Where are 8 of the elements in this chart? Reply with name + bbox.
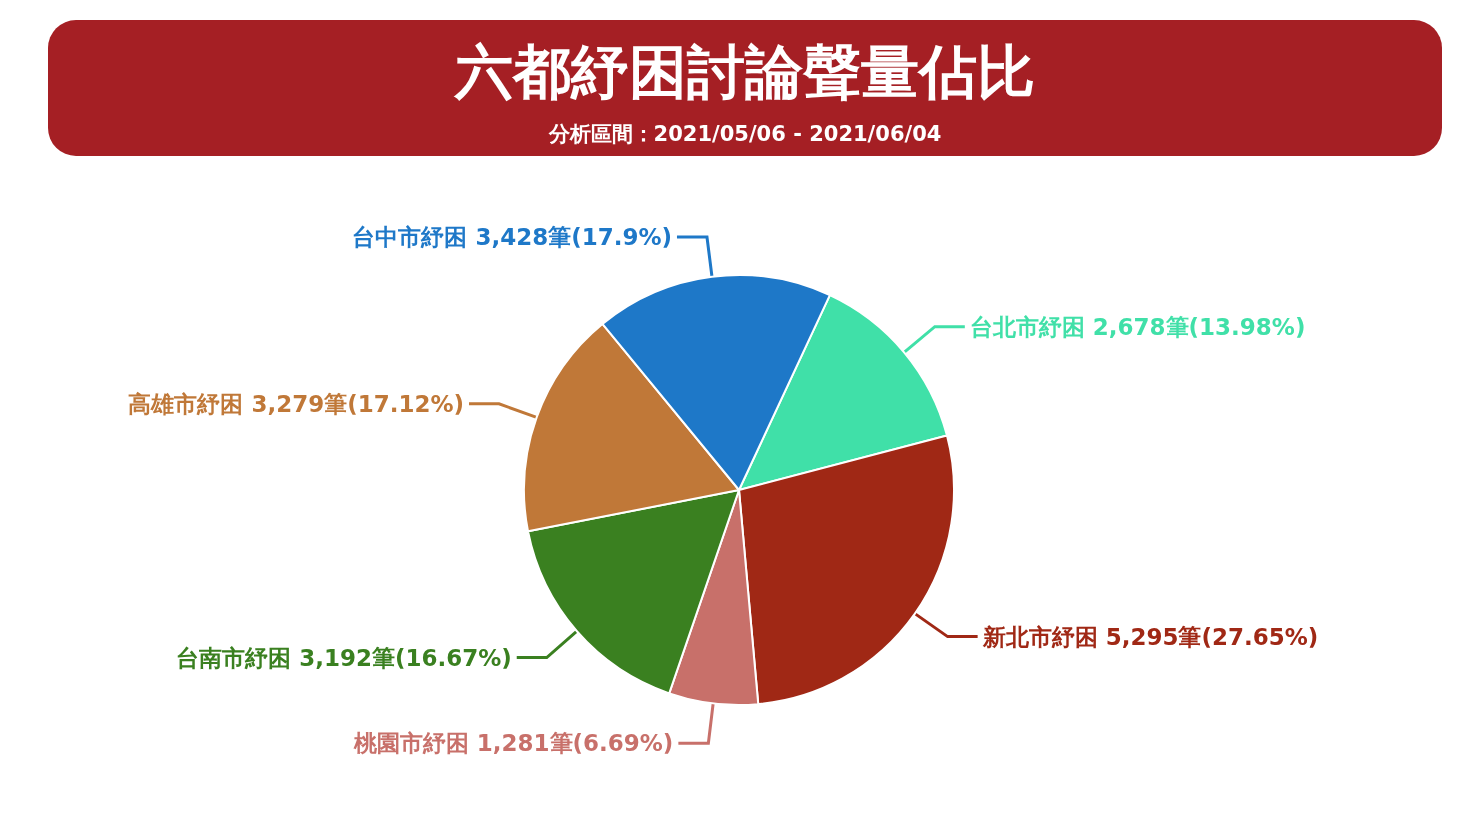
slice-label: 桃園市紓困 1,281筆(6.69%) bbox=[352, 730, 674, 757]
chart-subtitle: 分析區間：2021/05/06 - 2021/06/04 bbox=[547, 121, 943, 148]
slice-label: 台北市紓困 2,678筆(13.98%) bbox=[969, 313, 1306, 340]
slice-label: 台中市紓困 3,428筆(17.9%) bbox=[352, 224, 672, 251]
slice-label: 新北市紓困 5,295筆(27.65%) bbox=[981, 623, 1319, 650]
slice-label: 高雄市紓困 3,279筆(17.12%) bbox=[128, 390, 464, 417]
chart-title: 六都紓困討論聲量佔比 bbox=[453, 37, 1036, 108]
slice-label: 台南市紓困 3,192筆(16.67%) bbox=[176, 644, 512, 671]
